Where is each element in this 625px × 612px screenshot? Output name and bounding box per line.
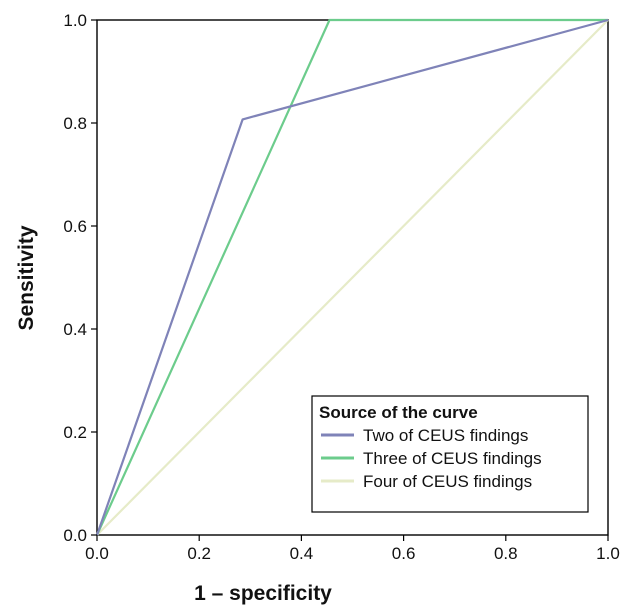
- x-tick-label: 1.0: [596, 544, 620, 563]
- x-tick-label: 0.8: [494, 544, 518, 563]
- y-tick-label: 0.0: [63, 526, 87, 545]
- series-line-2: [95, 18, 608, 536]
- y-tick-label: 0.4: [63, 320, 87, 339]
- legend-label: Two of CEUS findings: [363, 426, 528, 445]
- y-tick-label: 0.8: [63, 114, 87, 133]
- y-tick-label: 0.2: [63, 423, 87, 442]
- y-axis-title: Sensitivity: [15, 225, 38, 330]
- legend-box: [311, 395, 589, 513]
- legend-label: Three of CEUS findings: [363, 449, 542, 468]
- legend-title: Source of the curve: [319, 403, 478, 422]
- legend-items: Two of CEUS findings Three of CEUS findin…: [321, 426, 542, 491]
- ticks-layer: 0.0 0.2 0.4 0.6 0.8 1.0 0.0 0.2 0.4 0.6 0.8 1.0: [63, 11, 619, 563]
- x-tick-label: 0.6: [392, 544, 416, 563]
- x-tick-label: 0.0: [85, 544, 109, 563]
- x-tick-label: 0.4: [290, 544, 314, 563]
- series-layer: [95, 18, 609, 536]
- legend-label: Four of CEUS findings: [363, 472, 532, 491]
- x-tick-label: 0.2: [187, 544, 211, 563]
- series-line-1: [95, 18, 609, 536]
- y-tick-label: 0.6: [63, 217, 87, 236]
- series-line-3: [96, 19, 609, 536]
- x-axis-title: 1 – specificity: [194, 582, 332, 605]
- legend: Source of the curve Two of CEUS findings…: [311, 395, 589, 513]
- y-tick-label: 1.0: [63, 11, 87, 30]
